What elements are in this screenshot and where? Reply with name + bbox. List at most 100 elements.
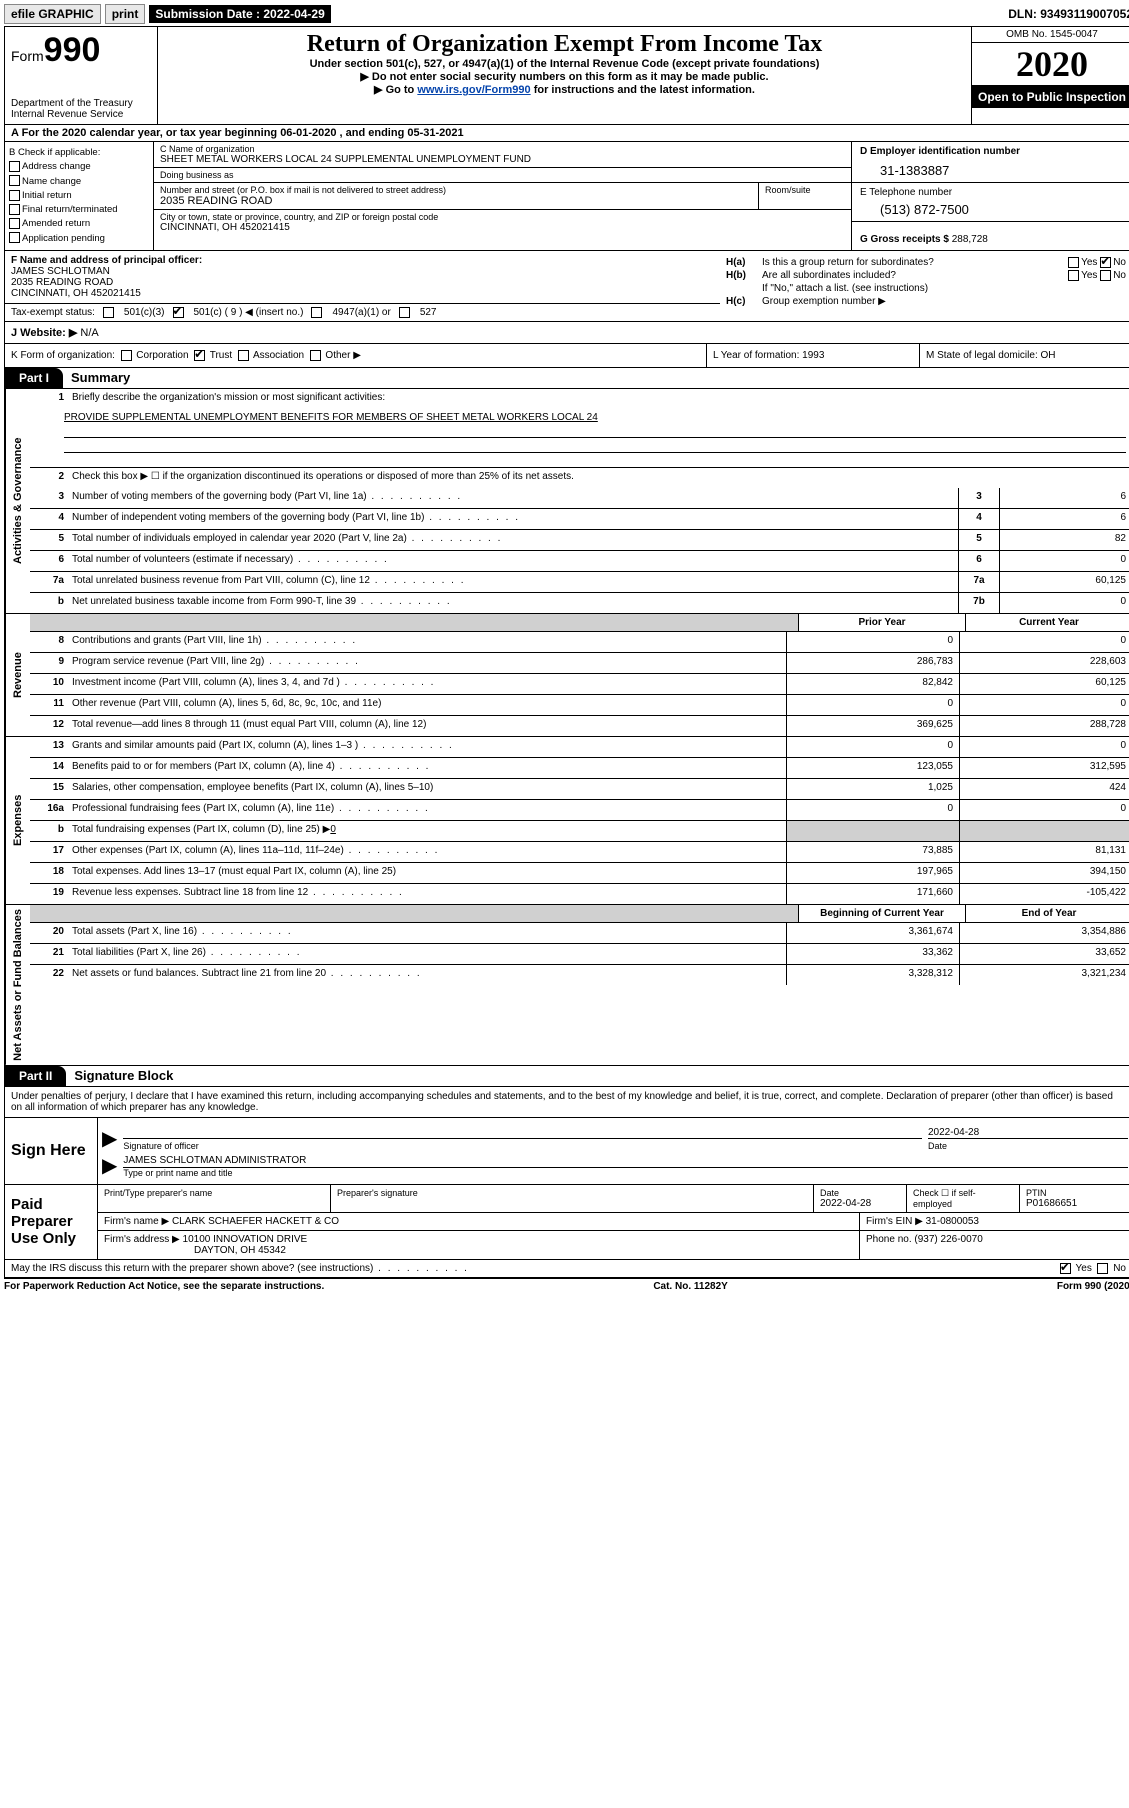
chk-assoc[interactable] (238, 350, 249, 361)
type-print-label: Type or print name and title (123, 1168, 1128, 1178)
line20-end: 3,354,886 (959, 923, 1129, 943)
form990-link[interactable]: www.irs.gov/Form990 (417, 84, 530, 96)
line7b-value: 0 (999, 593, 1129, 613)
gross-label: G Gross receipts $ (860, 234, 952, 245)
col-d-ein: D Employer identification number 31-1383… (851, 142, 1129, 250)
ha-label: H(a) (726, 257, 762, 268)
chk-address-change[interactable] (9, 161, 20, 172)
line3-value: 6 (999, 488, 1129, 508)
lbl-final-return: Final return/terminated (22, 204, 118, 215)
sign-here-label: Sign Here (5, 1118, 97, 1184)
prep-sig-label: Preparer's signature (337, 1188, 807, 1198)
lbl-4947: 4947(a)(1) or (332, 307, 390, 318)
part2-header: Part II Signature Block (5, 1066, 1129, 1087)
chk-name-change[interactable] (9, 175, 20, 186)
line10-text: Investment income (Part VIII, column (A)… (68, 674, 786, 694)
col-b-checkboxes: B Check if applicable: Address change Na… (5, 142, 154, 250)
submission-date: Submission Date : 2022-04-29 (149, 5, 330, 23)
prep-self-employed: Check ☐ if self-employed (907, 1185, 1020, 1212)
pra-notice: For Paperwork Reduction Act Notice, see … (4, 1281, 324, 1292)
firm-ein-label: Firm's EIN ▶ (866, 1216, 923, 1227)
chk-other[interactable] (310, 350, 321, 361)
chk-application-pending[interactable] (9, 232, 20, 243)
header-right: OMB No. 1545-0047 2020 Open to Public In… (971, 27, 1129, 124)
chk-ha-no[interactable] (1100, 257, 1111, 268)
form-subtitle-2: ▶ Do not enter social security numbers o… (164, 70, 965, 83)
form-title: Return of Organization Exempt From Incom… (164, 31, 965, 58)
lbl-assoc: Association (253, 350, 304, 361)
sub3-post: for instructions and the latest informat… (531, 84, 755, 96)
officer-addr1: 2035 READING ROAD (11, 277, 714, 288)
ptin-value: P01686651 (1026, 1198, 1126, 1209)
lbl-other: Other ▶ (325, 350, 360, 361)
form-container: Form990 Department of the Treasury Inter… (4, 26, 1129, 1279)
hb-label: H(b) (726, 270, 762, 281)
chk-trust[interactable] (194, 350, 205, 361)
tax-status-label: Tax-exempt status: (11, 307, 95, 318)
sub3-pre: ▶ Go to (374, 84, 417, 96)
line8-current: 0 (959, 632, 1129, 652)
room-label: Room/suite (759, 183, 851, 209)
officer-printed-name: JAMES SCHLOTMAN ADMINISTRATOR (123, 1155, 1128, 1168)
hc-label: H(c) (726, 296, 762, 307)
line5-value: 82 (999, 530, 1129, 550)
line9-text: Program service revenue (Part VIII, line… (68, 653, 786, 673)
chk-501c3[interactable] (103, 307, 114, 318)
line17-current: 81,131 (959, 842, 1129, 862)
prep-date-label: Date (820, 1188, 900, 1198)
ha-no: No (1113, 257, 1126, 268)
line18-prior: 197,965 (786, 863, 959, 883)
col-h-group: H(a) Is this a group return for subordin… (720, 251, 1129, 321)
line15-current: 424 (959, 779, 1129, 799)
line6-text: Total number of volunteers (estimate if … (68, 551, 958, 571)
part2-title: Signature Block (66, 1068, 173, 1083)
hdr-current-year: Current Year (965, 614, 1129, 631)
line15-text: Salaries, other compensation, employee b… (68, 779, 786, 799)
discuss-yes: Yes (1076, 1263, 1092, 1274)
lbl-501c3: 501(c)(3) (124, 307, 165, 318)
line11-prior: 0 (786, 695, 959, 715)
omb-number: OMB No. 1545-0047 (972, 27, 1129, 43)
form-header: Form990 Department of the Treasury Inter… (5, 27, 1129, 125)
lbl-corp: Corporation (136, 350, 188, 361)
part2-tab: Part II (5, 1066, 66, 1086)
chk-amended-return[interactable] (9, 218, 20, 229)
line16b-current-shade (959, 821, 1129, 841)
line22-end: 3,321,234 (959, 965, 1129, 985)
lbl-address-change: Address change (22, 161, 91, 172)
addr-value: 2035 READING ROAD (160, 195, 752, 207)
prep-date: 2022-04-28 (820, 1198, 900, 1209)
discuss-row: May the IRS discuss this return with the… (5, 1260, 1129, 1278)
vtab-governance: Activities & Governance (5, 389, 30, 613)
form-subtitle-1: Under section 501(c), 527, or 4947(a)(1)… (164, 58, 965, 70)
chk-initial-return[interactable] (9, 190, 20, 201)
hb-no: No (1113, 270, 1126, 281)
firm-addr1: 10100 INNOVATION DRIVE (183, 1234, 308, 1245)
chk-527[interactable] (399, 307, 410, 318)
hdr-end-year: End of Year (965, 905, 1129, 922)
chk-4947[interactable] (311, 307, 322, 318)
line7a-text: Total unrelated business revenue from Pa… (68, 572, 958, 592)
chk-hb-no[interactable] (1100, 270, 1111, 281)
line19-current: -105,422 (959, 884, 1129, 904)
chk-501c[interactable] (173, 307, 184, 318)
chk-discuss-no[interactable] (1097, 1263, 1108, 1274)
part1-header: Part I Summary (5, 368, 1129, 389)
chk-hb-yes[interactable] (1068, 270, 1079, 281)
paid-preparer-row: Paid Preparer Use Only Print/Type prepar… (5, 1185, 1129, 1260)
tax-year: 2020 (972, 43, 1129, 86)
signature-field[interactable] (123, 1126, 922, 1139)
chk-ha-yes[interactable] (1068, 257, 1079, 268)
firm-phone: (937) 226-0070 (914, 1234, 982, 1245)
line21-text: Total liabilities (Part X, line 26) (68, 944, 786, 964)
chk-final-return[interactable] (9, 204, 20, 215)
chk-corp[interactable] (121, 350, 132, 361)
line12-prior: 369,625 (786, 716, 959, 736)
officer-label: F Name and address of principal officer: (11, 255, 202, 266)
line9-current: 228,603 (959, 653, 1129, 673)
chk-discuss-yes[interactable] (1060, 1263, 1071, 1274)
print-button[interactable]: print (105, 4, 146, 24)
discuss-text: May the IRS discuss this return with the… (11, 1263, 469, 1274)
part1-title: Summary (63, 370, 130, 385)
line10-prior: 82,842 (786, 674, 959, 694)
